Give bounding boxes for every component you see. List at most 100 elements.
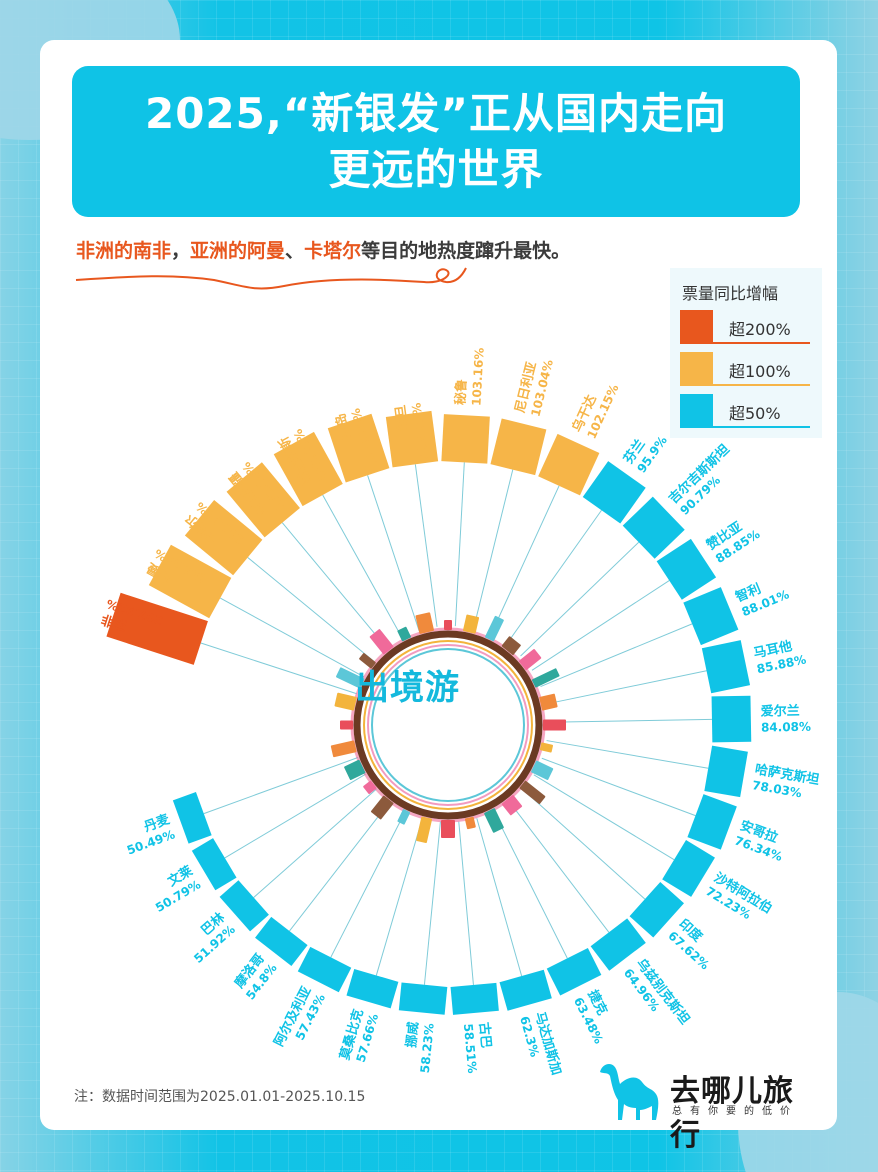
bar-group bbox=[711, 695, 752, 743]
bar bbox=[273, 431, 343, 507]
leader-line bbox=[546, 740, 709, 769]
bar bbox=[490, 418, 547, 476]
leader-line bbox=[367, 475, 420, 632]
bar bbox=[499, 969, 552, 1011]
bar-group bbox=[327, 413, 390, 483]
growth-value: 84.08% bbox=[761, 720, 811, 735]
page-title-line2: 更远的世界 bbox=[328, 144, 544, 194]
landmark-icon bbox=[539, 742, 554, 753]
landmark-icon bbox=[462, 614, 480, 634]
bar-label: 秘鲁 103.16% bbox=[452, 347, 486, 406]
bar bbox=[683, 587, 739, 646]
bar bbox=[219, 880, 269, 932]
landmark-icon bbox=[501, 795, 523, 816]
leader-line bbox=[322, 494, 403, 639]
leader-line bbox=[506, 509, 602, 645]
landmark-icon bbox=[370, 795, 394, 820]
bar-group bbox=[704, 745, 748, 798]
landmark-icon bbox=[485, 615, 504, 642]
landmark-icon bbox=[444, 620, 452, 630]
bar bbox=[297, 946, 352, 993]
leader-line bbox=[476, 818, 523, 977]
legend-item-100: 超100% bbox=[680, 352, 810, 386]
landmark-icon bbox=[501, 636, 521, 655]
legend-line bbox=[680, 384, 810, 386]
page-title-line1: 2025,“新银发”正从国内走向 bbox=[144, 88, 728, 138]
subtitle-part: 、 bbox=[285, 240, 305, 262]
legend-swatch bbox=[680, 310, 713, 343]
legend-label: 超50% bbox=[729, 404, 781, 423]
brown-ring bbox=[353, 630, 543, 820]
bar bbox=[662, 840, 715, 897]
bar-group bbox=[683, 587, 739, 646]
bars bbox=[106, 410, 752, 1015]
bar bbox=[687, 794, 737, 850]
leader-line bbox=[522, 789, 646, 900]
leader-line bbox=[473, 469, 514, 629]
bar-group bbox=[582, 461, 646, 524]
bar-group bbox=[490, 418, 547, 476]
country-name: 约旦 bbox=[392, 404, 411, 432]
landmark-icon bbox=[543, 719, 566, 731]
subtitle-part: ， bbox=[171, 240, 191, 262]
bar bbox=[538, 433, 600, 496]
bar-group bbox=[622, 496, 685, 559]
bar bbox=[656, 538, 717, 600]
landmark-icon bbox=[484, 808, 504, 833]
leader-line bbox=[545, 670, 707, 705]
bar-group bbox=[255, 916, 308, 966]
leader-line bbox=[547, 718, 712, 723]
landmark-icon bbox=[334, 692, 357, 711]
legend-swatch bbox=[680, 394, 713, 427]
bar-group bbox=[148, 544, 232, 619]
legend-item-200: 超200% bbox=[680, 310, 810, 344]
landmark-icon bbox=[531, 668, 560, 688]
legend-item-50: 超50% bbox=[680, 394, 810, 428]
growth-value: 58.51% bbox=[461, 1023, 479, 1074]
landmark-icon bbox=[336, 667, 365, 689]
country-name: 爱尔兰 bbox=[761, 703, 800, 720]
leader-line bbox=[375, 817, 423, 976]
leader-line bbox=[224, 773, 367, 859]
country-name: 马耳他 bbox=[752, 638, 793, 662]
landmark-icon bbox=[519, 780, 546, 804]
legend-title: 票量同比增幅 bbox=[682, 284, 779, 303]
bar bbox=[546, 947, 602, 996]
leader-line bbox=[454, 462, 465, 627]
pink-ring bbox=[367, 644, 529, 806]
leader-line bbox=[253, 788, 377, 898]
landmark-icon bbox=[464, 816, 476, 830]
bar bbox=[255, 916, 308, 966]
bar bbox=[701, 640, 751, 694]
leader-line bbox=[289, 801, 391, 932]
landmark-icons bbox=[330, 612, 566, 844]
bar bbox=[622, 496, 685, 559]
country-name: 南非 bbox=[99, 611, 129, 634]
bar-group bbox=[398, 982, 448, 1015]
growth-value: 103.16% bbox=[469, 347, 486, 406]
bar bbox=[346, 968, 399, 1009]
bar bbox=[398, 982, 448, 1015]
bar-group bbox=[450, 982, 499, 1015]
country-name: 古巴 bbox=[476, 1021, 494, 1048]
bar bbox=[704, 745, 748, 798]
leader-line bbox=[533, 774, 675, 861]
leader-line bbox=[200, 642, 357, 695]
legend-line bbox=[680, 426, 810, 428]
leader-line bbox=[540, 623, 693, 688]
legend-line bbox=[680, 342, 810, 344]
bar-group bbox=[538, 433, 600, 496]
bar-group bbox=[297, 946, 352, 993]
bar-group bbox=[590, 918, 646, 971]
leader-line bbox=[490, 485, 560, 636]
